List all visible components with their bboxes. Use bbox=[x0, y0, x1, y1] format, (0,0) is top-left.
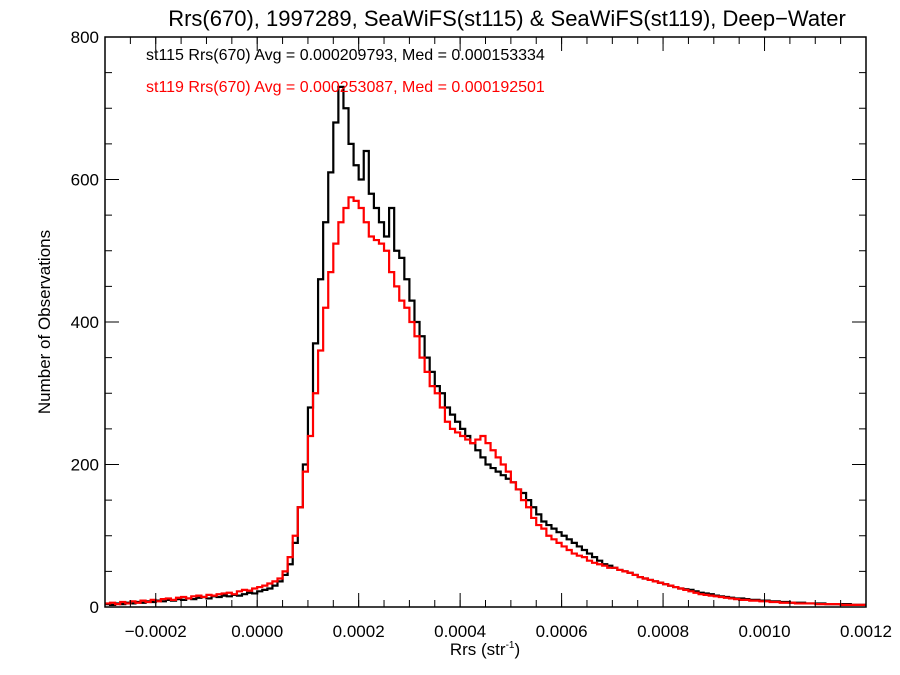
y-tick-label: 600 bbox=[71, 171, 99, 190]
chart-title: Rrs(670), 1997289, SeaWiFS(st115) & SeaW… bbox=[168, 6, 846, 31]
x-tick-label: −0.0002 bbox=[125, 622, 187, 641]
legend-st119: st119 Rrs(670) Avg = 0.000253087, Med = … bbox=[146, 79, 545, 96]
y-axis-label: Number of Observations bbox=[35, 230, 54, 414]
y-tick-label: 800 bbox=[71, 28, 99, 47]
y-tick-label: 400 bbox=[71, 313, 99, 332]
legend-st115: st115 Rrs(670) Avg = 0.000209793, Med = … bbox=[146, 47, 545, 64]
x-tick-label: 0.0008 bbox=[637, 622, 689, 641]
x-axis-label-superscript: -1 bbox=[506, 640, 515, 651]
x-tick-label: 0.0000 bbox=[231, 622, 283, 641]
series-st119-line bbox=[105, 196, 866, 606]
x-tick-label: 0.0006 bbox=[536, 622, 588, 641]
x-axis-label-main: Rrs (str bbox=[450, 640, 506, 659]
y-tick-label: 0 bbox=[90, 598, 99, 617]
series-st115-line bbox=[105, 85, 866, 606]
x-tick-label: 0.0002 bbox=[333, 622, 385, 641]
series-layer bbox=[105, 85, 866, 606]
plot-frame bbox=[104, 36, 867, 608]
ticks-layer bbox=[104, 36, 867, 608]
tick-labels-layer: −0.0002 0.0000 0.0002 0.0004 0.0006 0.0008 0.0… bbox=[71, 28, 892, 641]
x-axis-label: Rrs (str-1) bbox=[450, 640, 520, 659]
x-tick-label: 0.0004 bbox=[434, 622, 486, 641]
x-tick-label: 0.0012 bbox=[840, 622, 892, 641]
y-tick-label: 200 bbox=[71, 456, 99, 475]
x-axis-label-suffix: ) bbox=[514, 640, 520, 659]
x-tick-label: 0.0010 bbox=[739, 622, 791, 641]
